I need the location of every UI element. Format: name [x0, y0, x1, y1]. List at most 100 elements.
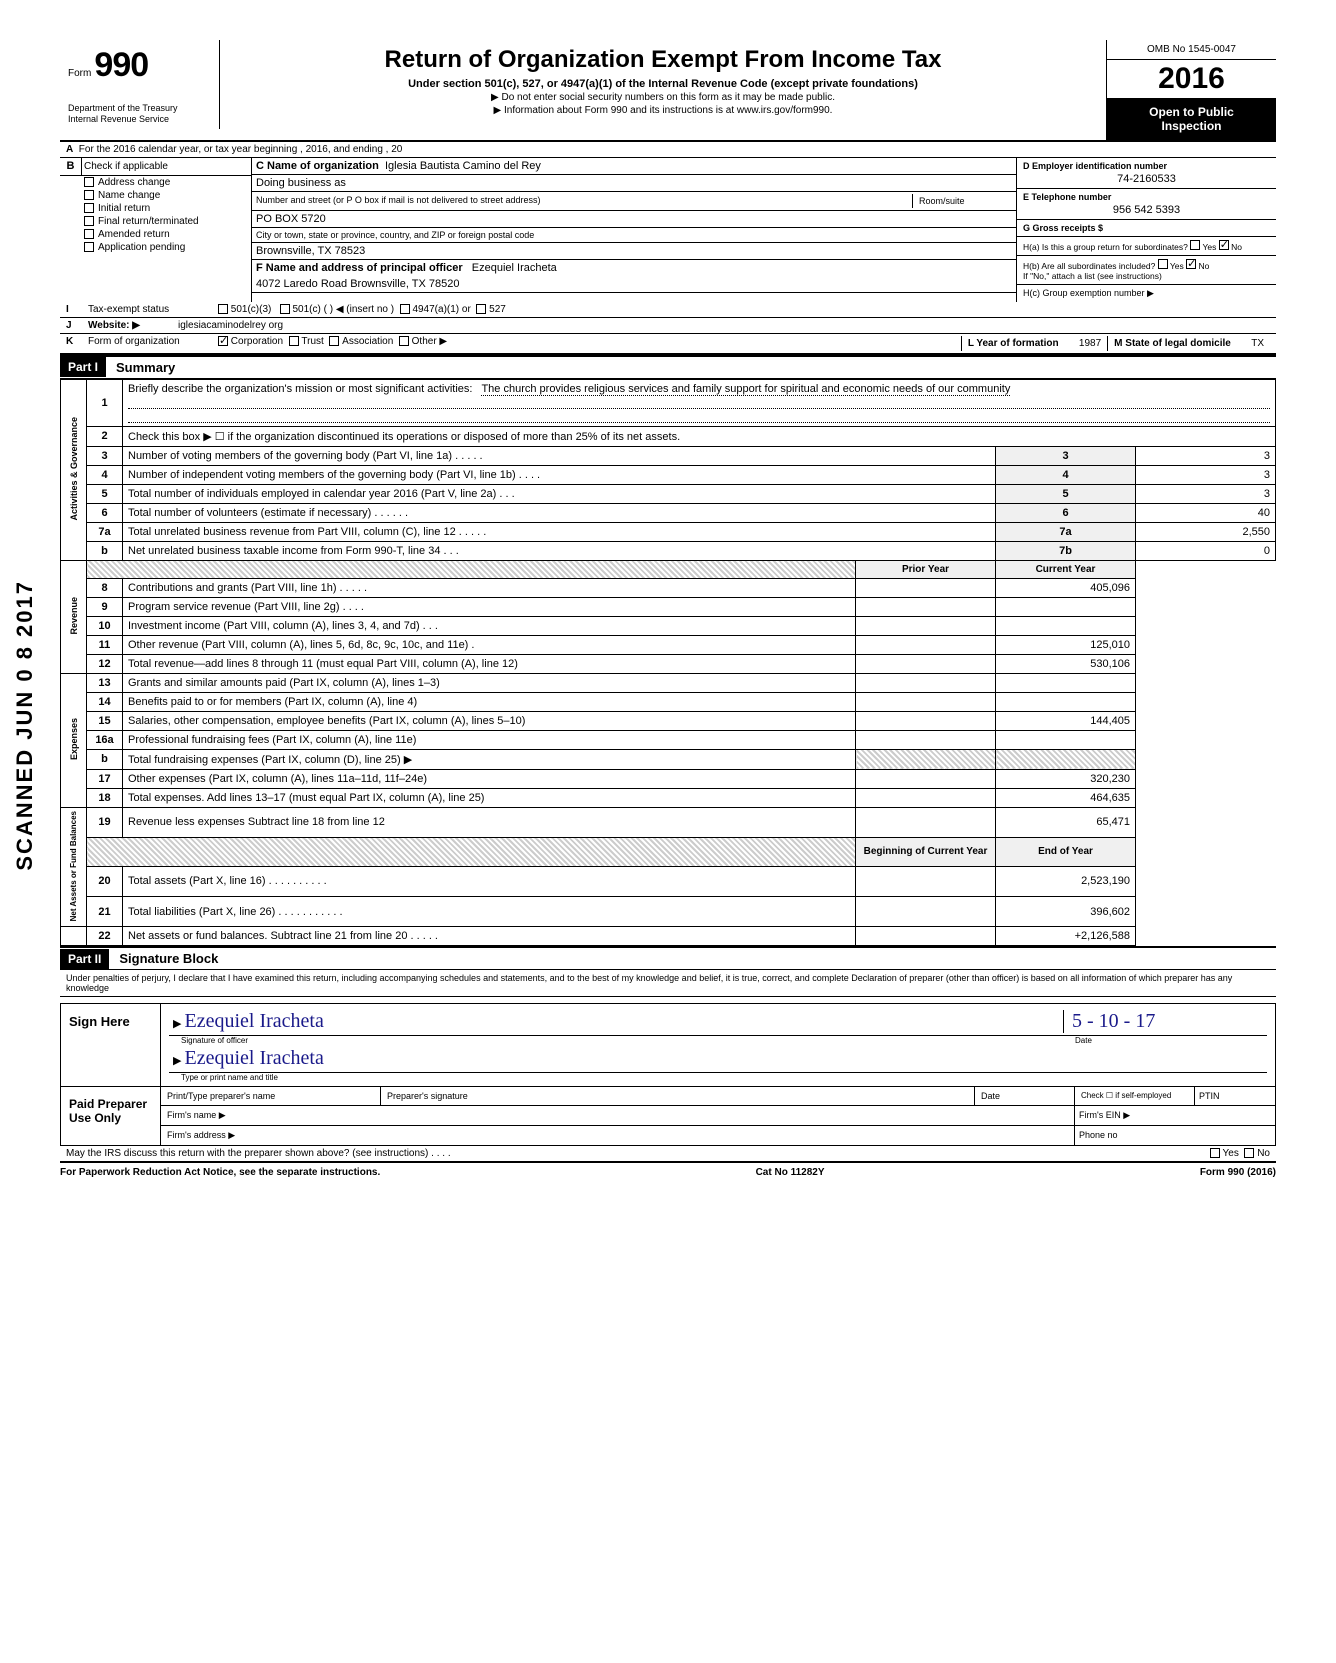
- sign-here-label: Sign Here: [61, 1004, 161, 1086]
- begin-year: Beginning of Current Year: [856, 838, 996, 867]
- cb-other[interactable]: [399, 336, 409, 346]
- c18: 464,635: [996, 788, 1136, 807]
- state-value: TX: [1251, 338, 1264, 349]
- c21: 396,602: [996, 896, 1136, 926]
- side-revenue: Revenue: [69, 597, 79, 635]
- v5: 3: [1136, 484, 1276, 503]
- l12: Total revenue—add lines 8 through 11 (mu…: [123, 654, 856, 673]
- org-name: Iglesia Bautista Camino del Rey: [385, 160, 541, 172]
- cb-app-pending[interactable]: [84, 242, 94, 252]
- summary-table: Activities & Governance 1 Briefly descri…: [60, 379, 1276, 946]
- cb-name-change[interactable]: [84, 190, 94, 200]
- dept-line-2: Internal Revenue Service: [68, 114, 211, 125]
- d-label: D Employer identification number: [1023, 161, 1270, 171]
- part2-tag: Part II: [60, 949, 109, 969]
- website-value: iglesiacaminodelrey org: [178, 320, 283, 331]
- scanned-stamp: SCANNED JUN 0 8 2017: [12, 580, 38, 871]
- c19: 65,471: [996, 807, 1136, 837]
- may-irs: May the IRS discuss this return with the…: [66, 1148, 1210, 1159]
- dba-label: Doing business as: [252, 175, 1016, 192]
- l22: Net assets or fund balances. Subtract li…: [123, 927, 856, 946]
- omb-number: OMB No 1545-0047: [1107, 40, 1276, 60]
- l6: Total number of volunteers (estimate if …: [123, 503, 996, 522]
- type-name-label: Type or print name and title: [169, 1073, 1267, 1082]
- hb-yes[interactable]: [1158, 259, 1168, 269]
- ha-yes[interactable]: [1190, 240, 1200, 250]
- cb-trust[interactable]: [289, 336, 299, 346]
- irs-no[interactable]: [1244, 1148, 1254, 1158]
- cb-4947[interactable]: [400, 304, 410, 314]
- cb-assoc[interactable]: [329, 336, 339, 346]
- footer-mid: Cat No 11282Y: [756, 1167, 825, 1178]
- firm-name-label: Firm's name ▶: [161, 1106, 1075, 1125]
- cb-initial-return[interactable]: [84, 203, 94, 213]
- sig-date: 5 - 10 - 17: [1072, 1010, 1155, 1032]
- cb-527[interactable]: [476, 304, 486, 314]
- c12: 530,106: [996, 654, 1136, 673]
- city-value: Brownsville, TX 78523: [252, 243, 1016, 260]
- l16a: Professional fundraising fees (Part IX, …: [123, 730, 856, 749]
- l11: Other revenue (Part VIII, column (A), li…: [123, 635, 856, 654]
- end-year: End of Year: [996, 838, 1136, 867]
- footer-left: For Paperwork Reduction Act Notice, see …: [60, 1167, 380, 1178]
- k-label: Form of organization: [88, 336, 218, 351]
- c22: +2,126,588: [996, 927, 1136, 946]
- officer-name-print: Ezequiel Iracheta: [185, 1047, 324, 1069]
- form-title: Return of Organization Exempt From Incom…: [230, 46, 1096, 74]
- form-note-2: ▶ Information about Form 990 and its ins…: [230, 105, 1096, 116]
- v7b: 0: [1136, 541, 1276, 560]
- pp-date-label: Date: [975, 1087, 1075, 1105]
- addr-label: Number and street (or P O box if mail is…: [256, 195, 540, 205]
- cb-address-change[interactable]: [84, 177, 94, 187]
- form-subtitle: Under section 501(c), 527, or 4947(a)(1)…: [230, 78, 1096, 90]
- v3: 3: [1136, 446, 1276, 465]
- f-label: F Name and address of principal officer: [256, 262, 463, 274]
- cb-501c[interactable]: [280, 304, 290, 314]
- c20: 2,523,190: [996, 866, 1136, 896]
- cb-501c3[interactable]: [218, 304, 228, 314]
- l8: Contributions and grants (Part VIII, lin…: [123, 578, 856, 597]
- ha-no[interactable]: [1219, 240, 1229, 250]
- l18: Total expenses. Add lines 13–17 (must eq…: [123, 788, 856, 807]
- phone-value: 956 542 5393: [1023, 202, 1270, 216]
- l15: Salaries, other compensation, employee b…: [123, 711, 856, 730]
- j-label: Website: ▶: [88, 320, 178, 331]
- cb-amended[interactable]: [84, 229, 94, 239]
- l7a: Total unrelated business revenue from Pa…: [123, 522, 996, 541]
- m-label: M State of legal domicile: [1114, 338, 1231, 349]
- l16b: Total fundraising expenses (Part IX, col…: [123, 749, 856, 769]
- side-expenses: Expenses: [69, 718, 79, 760]
- prior-year: Prior Year: [856, 560, 996, 578]
- l14: Benefits paid to or for members (Part IX…: [123, 692, 856, 711]
- ptin-label: PTIN: [1195, 1087, 1275, 1105]
- firm-ein-label: Firm's EIN ▶: [1075, 1106, 1275, 1125]
- phone-label: Phone no: [1075, 1126, 1275, 1145]
- l3: Number of voting members of the governin…: [123, 446, 996, 465]
- ein-value: 74-2160533: [1023, 171, 1270, 185]
- form-header: Form 990 Department of the Treasury Inte…: [60, 40, 1276, 142]
- ha-label: H(a) Is this a group return for subordin…: [1023, 242, 1188, 252]
- part1-tag: Part I: [60, 357, 106, 377]
- cb-final-return[interactable]: [84, 216, 94, 226]
- l13: Grants and similar amounts paid (Part IX…: [123, 673, 856, 692]
- l21: Total liabilities (Part X, line 26) . . …: [123, 896, 856, 926]
- part1-title: Summary: [106, 357, 185, 378]
- cb-corp[interactable]: [218, 336, 228, 346]
- form-label: Form: [68, 68, 91, 79]
- l1-text: The church provides religious services a…: [481, 383, 1010, 396]
- check-applicable-label: Check if applicable: [82, 158, 251, 176]
- officer-addr: 4072 Laredo Road Brownsville, TX 78520: [252, 276, 1016, 293]
- l7b: Net unrelated business taxable income fr…: [123, 541, 996, 560]
- c15: 144,405: [996, 711, 1136, 730]
- line-a: A For the 2016 calendar year, or tax yea…: [60, 142, 1276, 158]
- year-formation: 1987: [1079, 338, 1101, 349]
- irs-yes[interactable]: [1210, 1148, 1220, 1158]
- sig-declaration: Under penalties of perjury, I declare th…: [60, 970, 1276, 997]
- v7a: 2,550: [1136, 522, 1276, 541]
- current-year: Current Year: [996, 560, 1136, 578]
- pp-sig-label: Preparer's signature: [381, 1087, 975, 1105]
- side-activities: Activities & Governance: [69, 417, 79, 521]
- l5: Total number of individuals employed in …: [123, 484, 996, 503]
- hb-no[interactable]: [1186, 259, 1196, 269]
- l-label: L Year of formation: [968, 338, 1059, 349]
